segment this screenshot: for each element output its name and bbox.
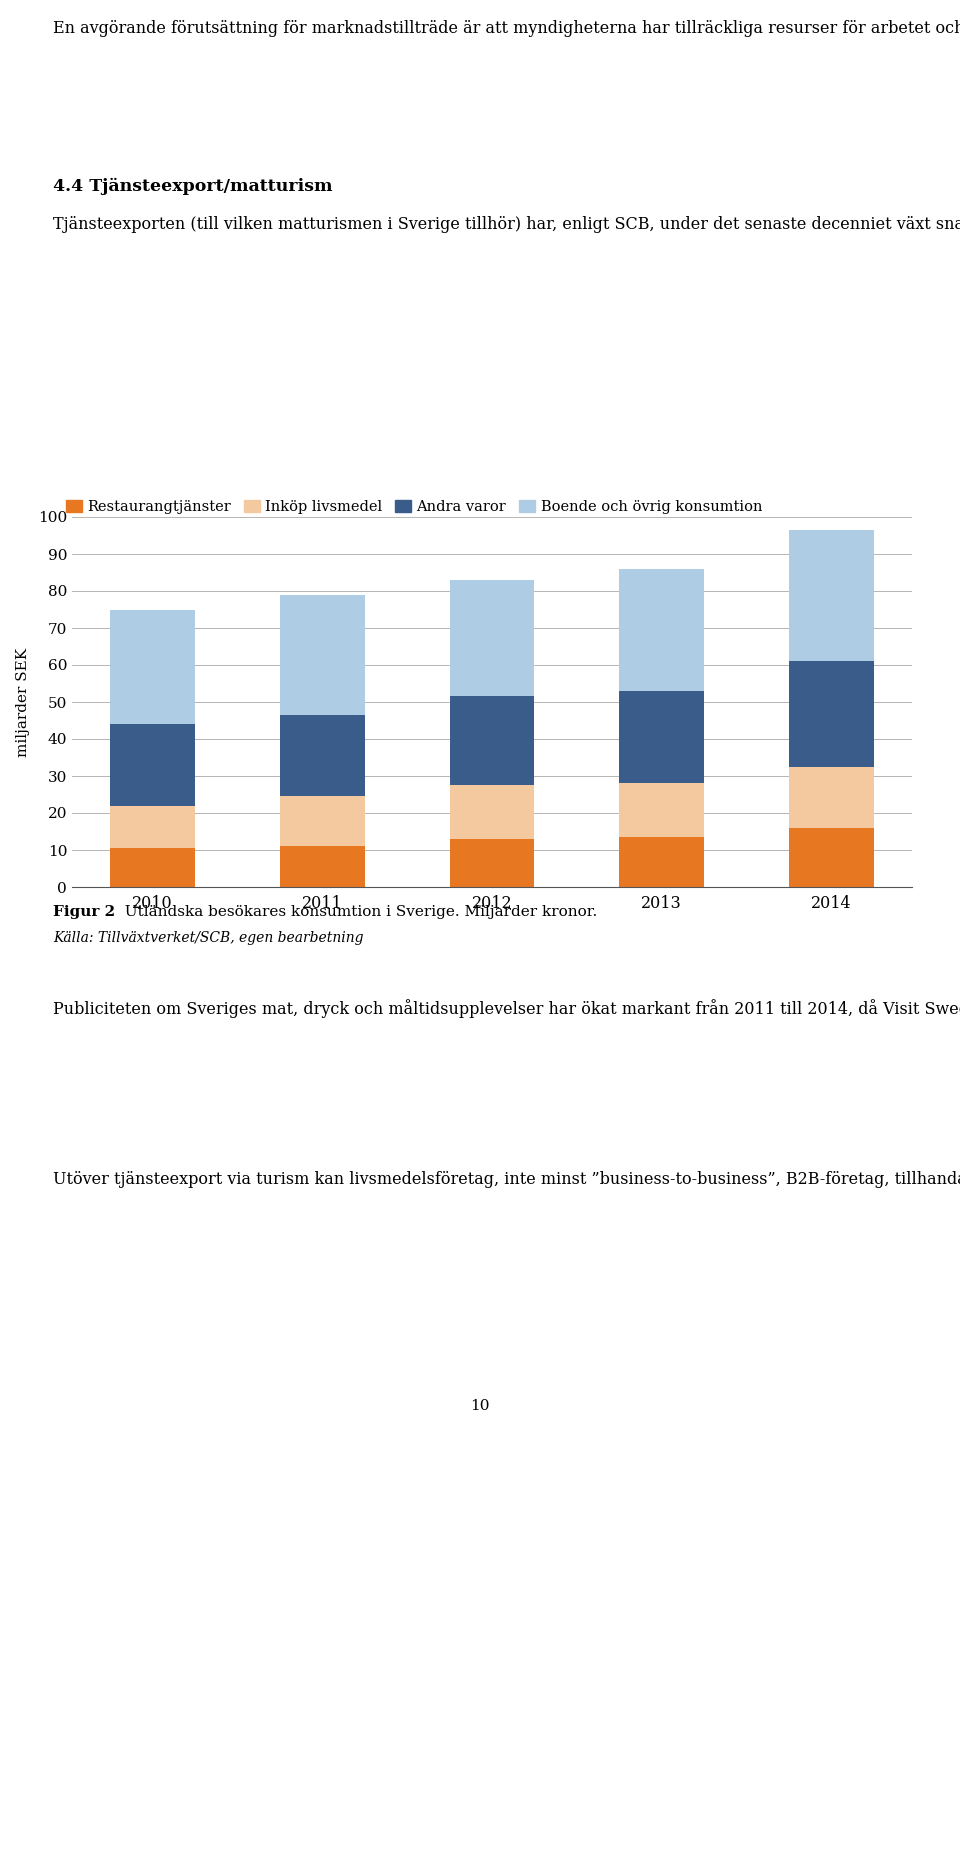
Bar: [619, 783, 704, 837]
Bar: [110, 723, 195, 805]
Bar: [449, 696, 535, 785]
Bar: [110, 610, 195, 723]
Bar: [449, 581, 535, 696]
Text: Figur 2: Figur 2: [53, 905, 115, 918]
Text: 10: 10: [470, 1399, 490, 1414]
Bar: [619, 569, 704, 690]
Bar: [619, 837, 704, 887]
Bar: [449, 785, 535, 838]
Bar: [449, 838, 535, 887]
Text: En avgörande förutsättning för marknadstillträde är att myndigheterna har tillrä: En avgörande förutsättning för marknadst…: [53, 19, 960, 37]
Text: Utländska besökares konsumtion i Sverige. Miljarder kronor.: Utländska besökares konsumtion i Sverige…: [115, 905, 597, 918]
Bar: [280, 846, 365, 887]
Text: 4.4 Tjänsteexport/matturism: 4.4 Tjänsteexport/matturism: [53, 178, 332, 195]
Bar: [110, 848, 195, 887]
Bar: [789, 531, 874, 660]
Text: Tjänsteexporten (till vilken matturismen i Sverige tillhör) har, enligt SCB, und: Tjänsteexporten (till vilken matturismen…: [53, 213, 960, 234]
Bar: [280, 595, 365, 714]
Bar: [280, 714, 365, 796]
Bar: [789, 827, 874, 887]
Text: Utöver tjänsteexport via turism kan livsmedelsföretag, inte minst ”business-to-b: Utöver tjänsteexport via turism kan livs…: [53, 1169, 960, 1187]
Bar: [280, 796, 365, 846]
Legend: Restaurangtjänster, Inköp livsmedel, Andra varor, Boende och övrig konsumtion: Restaurangtjänster, Inköp livsmedel, And…: [60, 493, 768, 519]
Bar: [619, 690, 704, 783]
Bar: [110, 805, 195, 848]
Bar: [789, 766, 874, 827]
Text: Källa: Tillväxtverket/SCB, egen bearbetning: Källa: Tillväxtverket/SCB, egen bearbetn…: [53, 931, 363, 944]
Bar: [789, 660, 874, 766]
Y-axis label: miljarder SEK: miljarder SEK: [15, 647, 30, 757]
Text: Publiciteten om Sveriges mat, dryck och måltidsupplevelser har ökat markant från: Publiciteten om Sveriges mat, dryck och …: [53, 1000, 960, 1018]
